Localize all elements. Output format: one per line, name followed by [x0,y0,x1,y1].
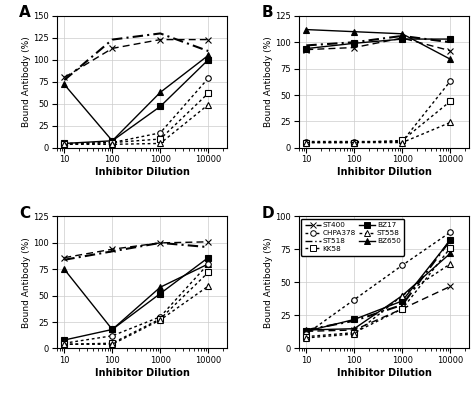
X-axis label: Inhibitor Dilution: Inhibitor Dilution [337,167,431,177]
Text: A: A [19,5,31,20]
Y-axis label: Bound Antibody (%): Bound Antibody (%) [22,237,31,328]
X-axis label: Inhibitor Dilution: Inhibitor Dilution [95,167,190,177]
Y-axis label: Bound Antibody (%): Bound Antibody (%) [22,36,31,127]
Y-axis label: Bound Antibody (%): Bound Antibody (%) [264,237,273,328]
Text: B: B [261,5,273,20]
Text: D: D [261,206,274,221]
Y-axis label: Bound Antibody (%): Bound Antibody (%) [264,36,273,127]
Legend: ST400, CHPA378, ST518, KK58, BZ17, ST558, BZ650: ST400, CHPA378, ST518, KK58, BZ17, ST558… [301,219,404,255]
X-axis label: Inhibitor Dilution: Inhibitor Dilution [337,368,431,378]
X-axis label: Inhibitor Dilution: Inhibitor Dilution [95,368,190,378]
Text: C: C [19,206,30,221]
